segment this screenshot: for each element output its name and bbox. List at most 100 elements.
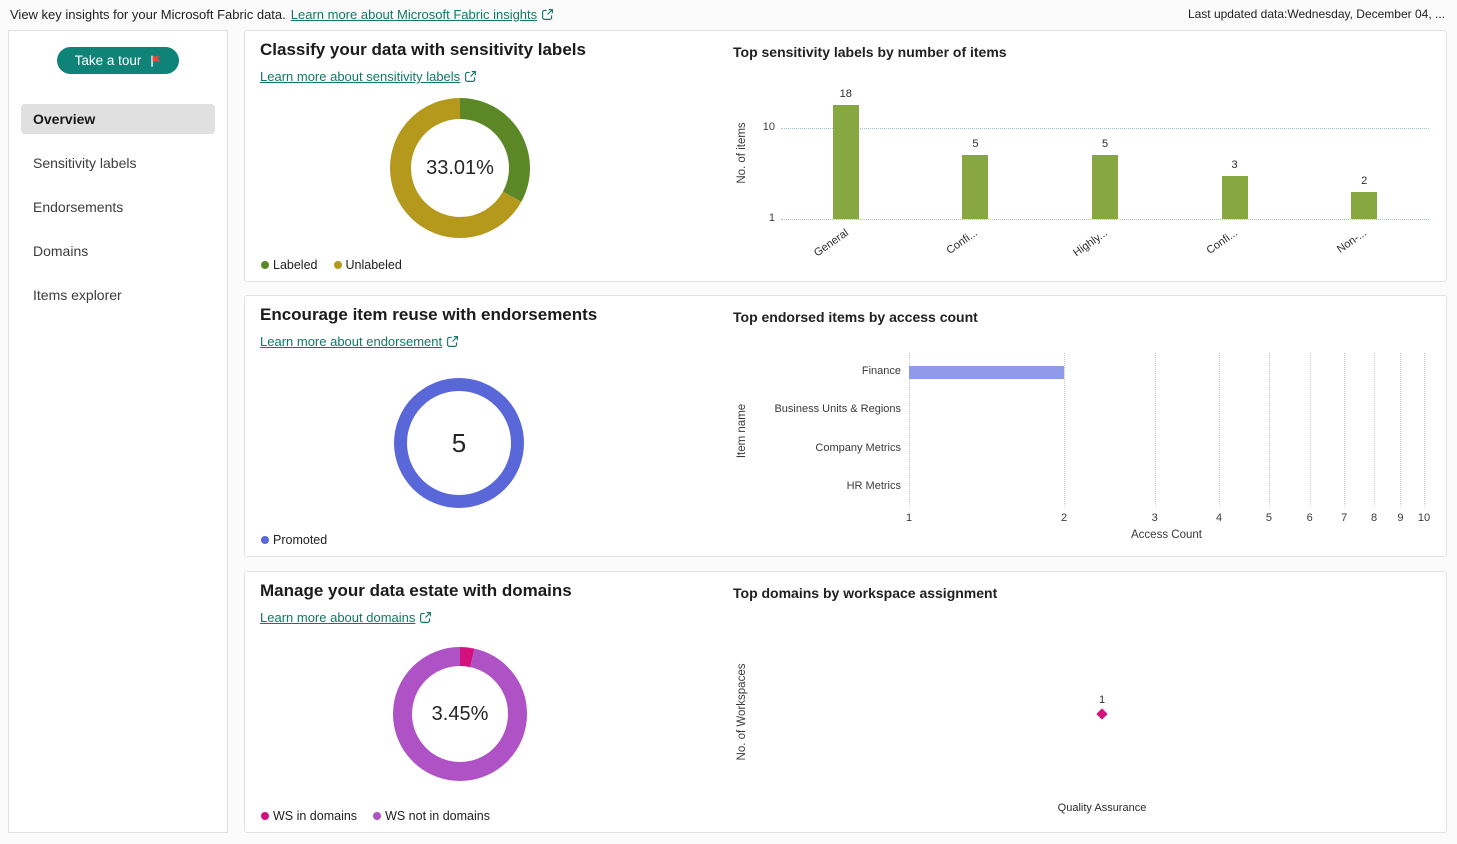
bar-value-label: 18 bbox=[839, 87, 852, 100]
donut-svg bbox=[394, 378, 524, 508]
gridline bbox=[781, 219, 1429, 220]
gridline bbox=[1424, 353, 1425, 506]
sensitivity-labels-card: Classify your data with sensitivity labe… bbox=[244, 30, 1447, 282]
domains-card: Manage your data estate with domains Lea… bbox=[244, 571, 1447, 833]
x-tick-label: 6 bbox=[1306, 512, 1313, 524]
legend-dot bbox=[261, 261, 269, 269]
scatter-point[interactable] bbox=[1096, 708, 1108, 721]
gridline bbox=[781, 128, 1429, 129]
external-link-icon bbox=[465, 71, 477, 82]
domains-donut-chart[interactable]: 3.45% bbox=[393, 647, 527, 781]
x-tick-label: 9 bbox=[1397, 512, 1404, 524]
bar-value-label: 2 bbox=[1361, 174, 1368, 187]
flag-icon bbox=[151, 55, 161, 67]
endorsements-legend: Promoted bbox=[261, 533, 327, 547]
bar-value-label: 3 bbox=[1231, 158, 1238, 171]
legend-item-unlabeled[interactable]: Unlabeled bbox=[333, 258, 402, 272]
donut-center-value: 3.45% bbox=[431, 702, 489, 725]
x-tick-label: 1 bbox=[905, 512, 913, 524]
donut-center-value: 33.01% bbox=[426, 156, 494, 179]
link-label: Learn more about endorsement bbox=[260, 334, 443, 349]
legend-item-ws-in-domains[interactable]: WS in domains bbox=[261, 809, 357, 823]
sensitivity-legend: Labeled Unlabeled bbox=[261, 258, 402, 272]
donut-slice[interactable] bbox=[393, 647, 527, 781]
gridline bbox=[1374, 353, 1376, 506]
x-tick-label: 8 bbox=[1371, 512, 1378, 524]
x-tick-label: 4 bbox=[1215, 512, 1223, 524]
gridline bbox=[909, 353, 910, 506]
x-tick-label: 5 bbox=[1265, 512, 1273, 524]
legend-label: WS in domains bbox=[273, 809, 358, 823]
y-tick-label: 1 bbox=[768, 212, 775, 224]
bar[interactable] bbox=[962, 155, 989, 219]
legend-item-ws-not-in-domains[interactable]: WS not in domains bbox=[373, 809, 490, 823]
bar[interactable] bbox=[909, 365, 1065, 379]
donut-center-value: 5 bbox=[451, 427, 467, 458]
sensitivity-bar-chart: 1 10 18 General 5 Confi... 5 Highly... 3 Confi...… bbox=[763, 87, 1429, 259]
sidebar-item-items-explorer[interactable]: Items explorer bbox=[33, 287, 122, 303]
sidebar-item-sensitivity-labels[interactable]: Sensitivity labels bbox=[33, 155, 137, 171]
y-category-label: HR Metrics bbox=[846, 479, 901, 492]
chart-title: Top sensitivity labels by number of item… bbox=[733, 44, 1007, 60]
learn-more-sensitivity-labels-link[interactable]: Learn more about sensitivity labels bbox=[260, 69, 477, 84]
chart-title: Top endorsed items by access count bbox=[733, 309, 978, 325]
sidebar: Take a tour Overview Sensitivity labels … bbox=[8, 30, 228, 833]
legend-dot bbox=[373, 812, 382, 820]
gridline bbox=[1219, 353, 1221, 506]
legend-label: Unlabeled bbox=[345, 258, 402, 272]
gridline bbox=[1309, 353, 1311, 506]
header-intro-text: View key insights for your Microsoft Fab… bbox=[10, 6, 286, 22]
bar[interactable] bbox=[832, 104, 859, 219]
learn-more-endorsement-link[interactable]: Learn more about endorsement bbox=[260, 334, 459, 349]
gridline bbox=[1268, 353, 1270, 506]
bar[interactable] bbox=[1351, 191, 1378, 219]
legend-dot bbox=[261, 812, 269, 820]
last-updated-text: Last updated data:Wednesday, December 04… bbox=[1187, 7, 1445, 21]
gridline bbox=[1154, 353, 1156, 506]
donut-slice[interactable] bbox=[390, 98, 530, 238]
point-value-label: 1 bbox=[1098, 694, 1106, 707]
fabric-insights-link[interactable]: Learn more about Microsoft Fabric insigh… bbox=[291, 7, 554, 22]
bar-value-label: 5 bbox=[1101, 138, 1109, 151]
endorsements-donut-chart[interactable]: 5 bbox=[394, 378, 524, 508]
legend-dot bbox=[333, 261, 342, 269]
topbar: View key insights for your Microsoft Fab… bbox=[0, 0, 1457, 28]
gridline bbox=[1344, 353, 1346, 506]
sidebar-item-endorsements[interactable]: Endorsements bbox=[33, 199, 124, 215]
endorsed-items-bar-chart: 1 2 3 4 5 6 7 8 9 10 Finance Business Units & Regio… bbox=[774, 353, 1430, 541]
bar-value-label: 5 bbox=[972, 138, 979, 151]
sensitivity-donut-chart[interactable]: 33.01% bbox=[390, 98, 530, 238]
legend-label: WS not in domains bbox=[385, 809, 490, 823]
x-tick-label: 7 bbox=[1341, 512, 1348, 524]
legend-label: Promoted bbox=[273, 533, 328, 547]
y-category-label: Company Metrics bbox=[815, 441, 901, 454]
fabric-insights-link-label: Learn more about Microsoft Fabric insigh… bbox=[290, 6, 538, 22]
sidebar-item-domains[interactable]: Domains bbox=[33, 243, 89, 259]
y-category-label: Finance bbox=[861, 365, 901, 378]
gridline bbox=[1400, 353, 1402, 506]
x-tick-label: 10 bbox=[1417, 512, 1431, 524]
legend-item-promoted[interactable]: Promoted bbox=[261, 533, 327, 547]
sidebar-item-overview[interactable]: Overview bbox=[21, 104, 215, 134]
card-title: Manage your data estate with domains bbox=[260, 581, 572, 600]
x-category-label: Quality Assurance bbox=[1057, 802, 1147, 814]
bar[interactable] bbox=[1221, 175, 1248, 219]
x-tick-label: 3 bbox=[1151, 512, 1158, 524]
legend-label: Labeled bbox=[273, 258, 318, 272]
external-link-icon bbox=[542, 8, 554, 20]
donut-slice[interactable] bbox=[394, 378, 524, 508]
card-title: Classify your data with sensitivity labe… bbox=[260, 40, 586, 59]
learn-more-domains-link[interactable]: Learn more about domains bbox=[260, 610, 432, 625]
bar[interactable] bbox=[1092, 155, 1118, 219]
link-label: Learn more about domains bbox=[260, 610, 416, 625]
card-title: Encourage item reuse with endorsements bbox=[260, 305, 598, 324]
gridline bbox=[1064, 353, 1066, 506]
take-a-tour-button[interactable]: Take a tour bbox=[56, 47, 180, 74]
legend-dot bbox=[261, 536, 269, 544]
legend-item-labeled[interactable]: Labeled bbox=[261, 258, 318, 272]
take-a-tour-label: Take a tour bbox=[74, 53, 142, 68]
donut-svg bbox=[390, 98, 530, 238]
external-link-icon bbox=[447, 336, 459, 347]
x-tick-label: 2 bbox=[1060, 512, 1068, 524]
endorsements-card: Encourage item reuse with endorsements L… bbox=[244, 295, 1447, 557]
